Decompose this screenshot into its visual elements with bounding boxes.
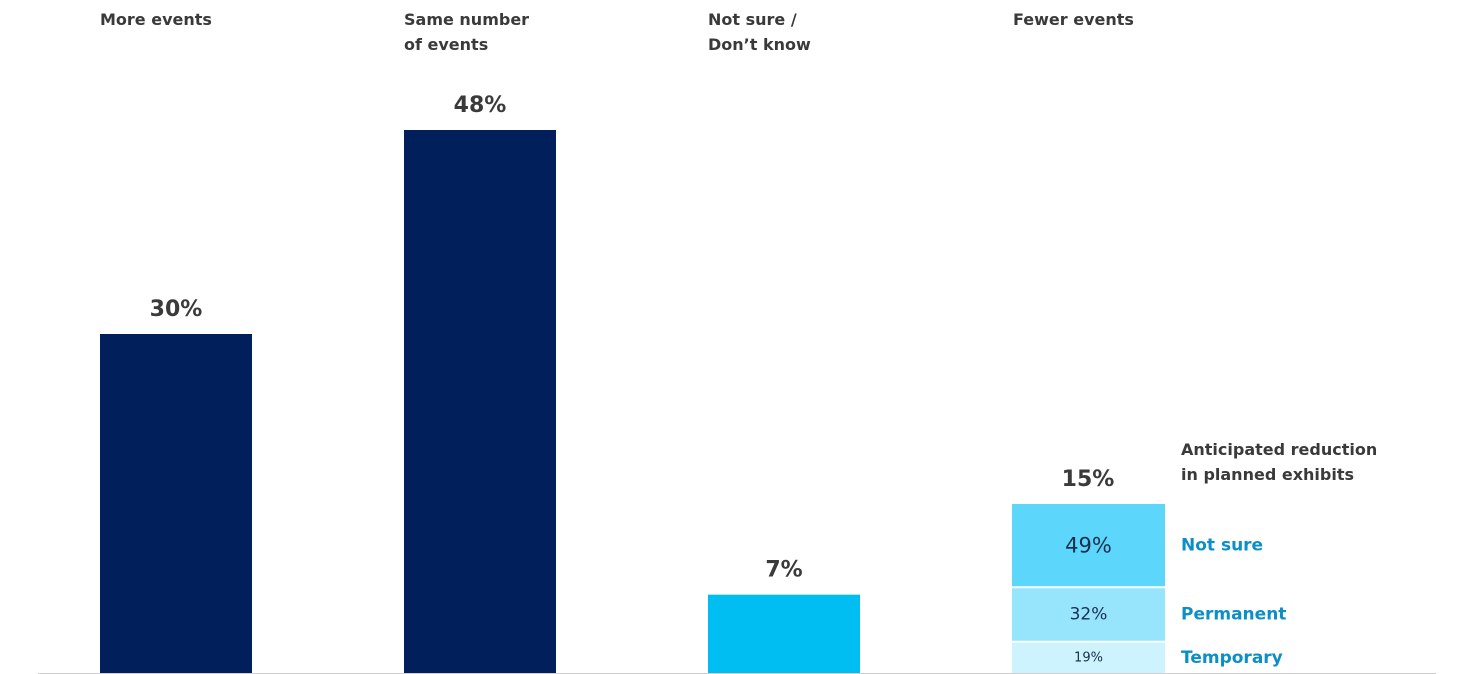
bar-1	[404, 130, 556, 674]
breakdown-title: Anticipated reduction in planned exhibit…	[1181, 440, 1378, 484]
stack-value-label-temporary: 19%	[1074, 650, 1103, 665]
legend-label-permanent: Permanent	[1181, 605, 1286, 625]
legend-label-temporary: Temporary	[1181, 648, 1283, 668]
stack-segment-permanent	[1012, 587, 1165, 642]
stack-value-label-not-sure: 49%	[1065, 534, 1112, 558]
bar-0	[100, 334, 252, 674]
bar-2	[708, 594, 860, 674]
bar-value-label-0: 30%	[150, 297, 203, 322]
bar-value-label-1: 48%	[454, 93, 507, 118]
category-label-more-events: More events	[100, 10, 212, 29]
category-label-not-sure: Not sure / Don’t know	[708, 10, 811, 54]
legend-label-not-sure: Not sure	[1181, 536, 1263, 556]
stack-segment-not-sure	[1012, 504, 1165, 588]
stack-value-label-permanent: 32%	[1070, 605, 1108, 625]
bar-value-label-3: 15%	[1062, 467, 1115, 492]
stack-segment-temporary	[1012, 641, 1165, 674]
category-label-same-number: Same number of events	[404, 10, 530, 54]
bar-value-label-2: 7%	[765, 558, 802, 583]
category-label-fewer-events: Fewer events	[1013, 10, 1134, 29]
